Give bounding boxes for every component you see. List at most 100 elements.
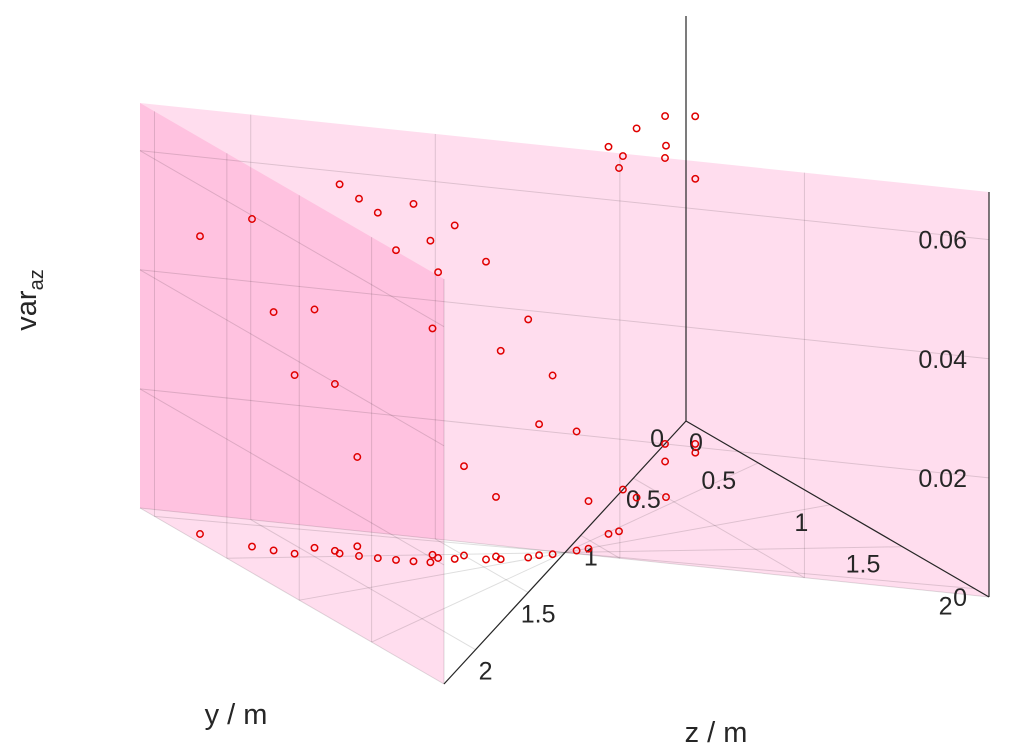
data-point <box>355 194 363 203</box>
x-axis-label: z / m <box>685 717 748 745</box>
data-point <box>310 305 319 314</box>
projection-walls <box>140 103 989 684</box>
data-point <box>632 124 641 133</box>
data-point-floor-projection <box>426 558 435 567</box>
data-point <box>618 152 627 161</box>
data-point <box>535 420 544 429</box>
y-tick-label: 2 <box>939 593 953 621</box>
y-tick-label: 0.5 <box>701 467 736 495</box>
z-tick-label: 0 <box>953 584 967 612</box>
data-point <box>548 371 557 380</box>
data-point-floor-projection <box>409 557 418 566</box>
z-tick-label: 0.06 <box>918 227 967 255</box>
data-point-floor-projection <box>353 542 362 551</box>
data-point <box>353 453 362 461</box>
data-point-floor-projection <box>691 439 700 448</box>
y-axis-line <box>685 420 990 598</box>
x-tick-label: 1.5 <box>521 601 556 629</box>
data-point <box>426 236 435 245</box>
x-tick-label: 0 <box>689 429 703 457</box>
z-axis-label-sub: az <box>26 269 48 290</box>
grid-line <box>580 534 621 559</box>
data-point-floor-projection <box>310 543 319 552</box>
data-point <box>524 315 533 324</box>
data-point-floor-projection <box>269 546 278 555</box>
data-point-floor-projection <box>248 542 256 551</box>
data-point <box>373 208 382 217</box>
grid-line <box>139 150 990 241</box>
data-point <box>662 141 670 150</box>
y-tick-label: 1.5 <box>846 551 881 579</box>
data-point <box>290 371 299 380</box>
grid-line <box>139 269 445 447</box>
data-point-floor-projection <box>691 448 700 457</box>
data-point <box>335 180 344 189</box>
data-point <box>492 492 500 501</box>
data-point <box>330 380 339 388</box>
grid-line <box>250 519 476 651</box>
data-point-floor-projection <box>535 551 544 560</box>
data-point-floor-projection <box>290 549 299 558</box>
data-point <box>196 232 204 241</box>
data-point <box>409 199 418 208</box>
grid-line <box>139 507 445 685</box>
data-point-floor-projection <box>428 550 437 559</box>
grid-line <box>633 477 805 579</box>
y-axis-label: y / m <box>205 699 268 731</box>
data-point <box>661 154 669 162</box>
data-point <box>460 462 468 471</box>
x-tick-label: 2 <box>479 658 493 686</box>
y-tick-label: 0 <box>650 425 664 453</box>
grid-line <box>139 269 990 360</box>
data-point-floor-projection <box>662 493 670 502</box>
z-axis-label: varaz <box>11 269 48 330</box>
data-point-floor-projection <box>196 530 204 538</box>
data-point <box>482 257 490 266</box>
data-point-floor-projection <box>492 552 500 561</box>
x-tick-label: 1 <box>584 543 598 571</box>
grid-line <box>139 150 445 328</box>
data-point <box>661 112 670 121</box>
x-tick-label: 0.5 <box>626 486 661 514</box>
data-point-floor-projection <box>584 544 593 553</box>
projection-wall-right <box>140 103 444 684</box>
data-point-floor-projection <box>450 554 459 563</box>
y-tick-label: 1 <box>794 509 808 537</box>
grid-line <box>435 538 529 593</box>
z-axis-label-base: var <box>11 290 43 331</box>
data-point <box>269 308 278 317</box>
data-point-floor-projection <box>615 527 623 536</box>
x-axis-line <box>443 420 687 685</box>
data-point-floor-projection <box>373 554 382 563</box>
data-point-floor-projection <box>355 552 363 560</box>
data-point <box>604 142 613 151</box>
data-point-floor-projection <box>524 553 533 562</box>
data-point <box>434 268 443 277</box>
data-point <box>248 215 256 223</box>
data-point <box>450 221 459 230</box>
z-tick-label: 0.04 <box>918 346 967 374</box>
data-point-floor-projection <box>661 439 669 448</box>
data-point-floor-projection <box>460 551 468 560</box>
data-point-floor-projection <box>632 493 641 502</box>
data-point-floor-projection <box>572 546 581 555</box>
data-point <box>691 112 700 121</box>
data-point-floor-projection <box>330 546 339 555</box>
data-point-floor-projection <box>392 555 400 564</box>
data-point <box>615 164 623 172</box>
data-point <box>392 246 400 255</box>
data-point-floor-projection <box>434 554 443 562</box>
data-point-floor-projection <box>604 529 613 538</box>
grid-line <box>139 388 990 479</box>
data-point <box>691 174 700 183</box>
grid-line <box>139 388 445 566</box>
z-tick-label: 0.02 <box>918 465 967 493</box>
data-point <box>496 346 505 355</box>
data-point <box>572 427 581 436</box>
data-point <box>428 324 437 333</box>
data-point-floor-projection <box>548 550 557 559</box>
data-point <box>584 497 593 506</box>
data-point-floor-projection <box>661 457 670 466</box>
